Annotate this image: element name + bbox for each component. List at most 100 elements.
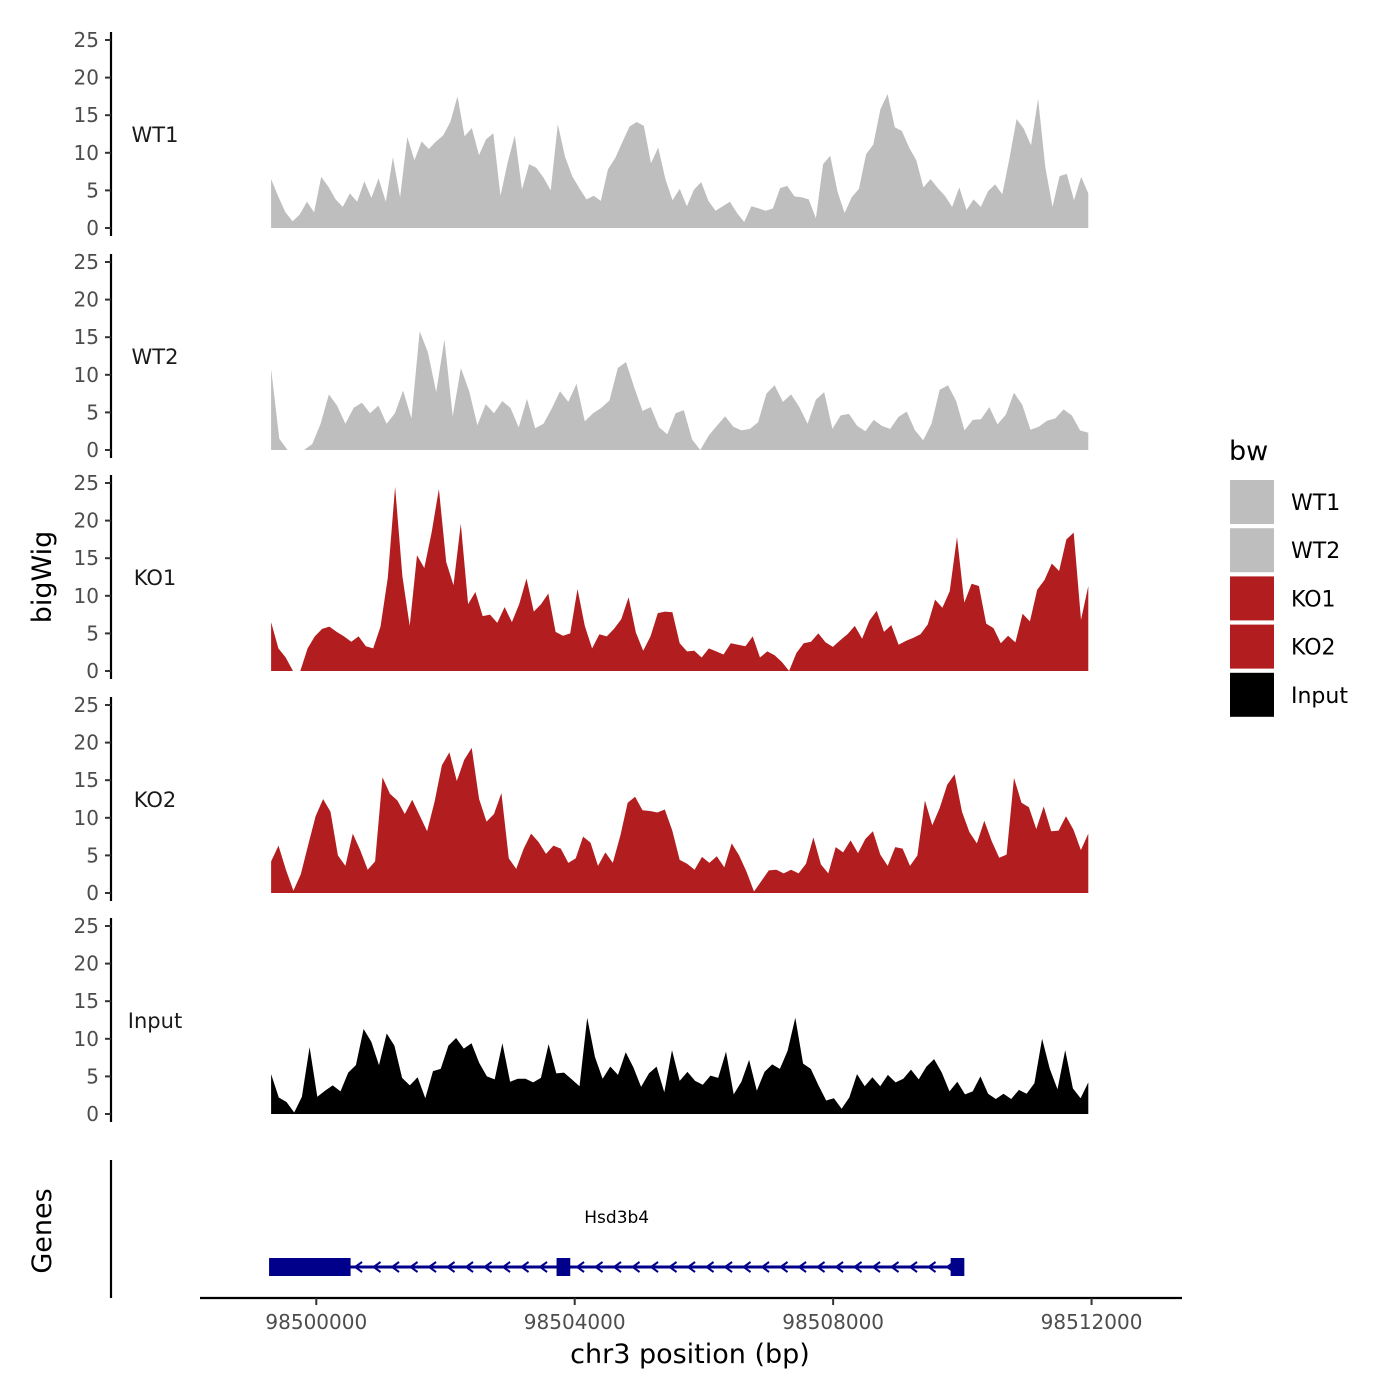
legend-title: bw [1229,436,1268,467]
y-tick-label: 15 [74,325,99,349]
strand-arrow [852,1261,863,1273]
x-axis: 98500000 98504000 98508000 98512000 [200,1296,1182,1334]
y-tick-label: 5 [86,400,99,424]
strand-arrow [538,1261,548,1273]
y-tick-label: 10 [74,806,99,830]
area-input [271,1017,1089,1114]
strand-arrow [445,1261,456,1273]
y-tick-label: 0 [86,216,99,240]
area-ko1 [271,486,1089,671]
y-tick-label: 25 [74,471,99,495]
strand-arrow [519,1261,530,1273]
y-tick-label: 20 [74,288,99,312]
y-tick-label: 15 [74,768,99,792]
y-tick-label: 5 [86,621,99,645]
legend-swatch [1230,624,1274,669]
exon [556,1258,571,1276]
y-tick-label: 15 [74,103,99,127]
strand-arrow [797,1261,807,1273]
strand-arrow [390,1261,400,1273]
legend-swatch [1230,576,1274,621]
y-tick-label: 15 [74,989,99,1013]
legend-label: Input [1291,684,1348,709]
track-label-wt2: WT2 [132,345,179,369]
y-tick-label: 25 [74,28,99,52]
strand-arrow [612,1261,622,1273]
legend-swatch [1230,480,1274,524]
legend-label: WT1 [1291,491,1340,516]
strand-arrow [427,1261,437,1273]
legend-item-wt2: WT2 [1230,528,1340,573]
strand-arrow [649,1261,659,1273]
strand-arrow [667,1261,678,1273]
y-tick-label: 25 [74,693,99,717]
area-wt1 [271,94,1089,228]
strand-arrow [741,1261,752,1273]
strand-arrow [889,1261,900,1273]
y-tick-label: 25 [74,250,99,274]
track-label-ko2: KO2 [134,788,177,812]
legend-item-ko2: KO2 [1230,624,1336,669]
legend: WT1 WT2 KO1 KO2 Input [1230,480,1348,717]
y-tick-label: 0 [86,1102,99,1126]
area-wt2 [271,331,1089,450]
strand-arrow [834,1261,844,1273]
legend-label: KO1 [1291,587,1336,612]
genes-axis-title: Genes [27,1188,58,1273]
strand-arrow [778,1261,789,1273]
y-tick-label: 5 [86,1064,99,1088]
y-tick-label: 10 [74,584,99,608]
y-tick-label: 20 [74,66,99,90]
y-tick-label: 0 [86,881,99,905]
legend-item-wt1: WT1 [1230,480,1340,524]
track-label-wt1: WT1 [132,123,179,147]
x-tick-label: 98504000 [524,1310,626,1334]
track-ko1: 0 5 10 15 20 25 KO1 [74,471,1089,683]
y-tick-label: 20 [74,731,99,755]
strand-arrow [630,1261,641,1273]
strand-arrow [575,1261,585,1273]
y-tick-label: 20 [74,952,99,976]
strand-arrow [908,1261,918,1273]
strand-arrow [926,1261,937,1273]
strand-arrow [593,1261,604,1273]
y-tick-label: 10 [74,363,99,387]
y-tick-label: 25 [74,914,99,938]
track-label-input: Input [128,1009,182,1033]
gene-hsd3b4: Hsd3b4 [269,1208,965,1276]
exon [269,1258,351,1276]
track-input: 0 5 10 15 20 25 Input [74,914,1089,1126]
track-wt2: 0 5 10 15 20 25 WT2 [74,250,1089,462]
strand-arrow [723,1261,733,1273]
strand-arrow [408,1261,419,1273]
strand-arrow [464,1261,474,1273]
legend-swatch [1230,528,1274,573]
track-ko2: 0 5 10 15 20 25 KO2 [74,693,1089,905]
legend-item-input: Input [1230,672,1348,717]
x-tick-label: 98512000 [1041,1310,1143,1334]
track-panels: 0510152025WT10510152025WT20510152025KO10… [74,28,1089,1126]
x-tick-label: 98500000 [265,1310,367,1334]
y-tick-label: 5 [86,178,99,202]
strand-arrow [686,1261,696,1273]
y-tick-label: 0 [86,659,99,683]
legend-swatch [1230,672,1274,717]
strand-arrow [371,1261,382,1273]
y-tick-label: 10 [74,141,99,165]
strand-arrow [815,1261,826,1273]
y-tick-label: 5 [86,843,99,867]
x-axis-title: chr3 position (bp) [570,1339,810,1370]
gene-track: Hsd3b4 [109,1160,965,1298]
y-tick-label: 20 [74,509,99,533]
y-tick-label: 15 [74,546,99,570]
legend-item-ko1: KO1 [1230,576,1336,621]
area-ko2 [271,747,1089,893]
strand-arrow [871,1261,881,1273]
gene-label: Hsd3b4 [584,1208,649,1228]
track-label-ko1: KO1 [134,566,177,590]
legend-label: WT2 [1291,539,1340,564]
track-wt1: 0 5 10 15 20 25 WT1 [74,28,1089,240]
y-tick-label: 0 [86,438,99,462]
strand-arrow [760,1261,770,1273]
